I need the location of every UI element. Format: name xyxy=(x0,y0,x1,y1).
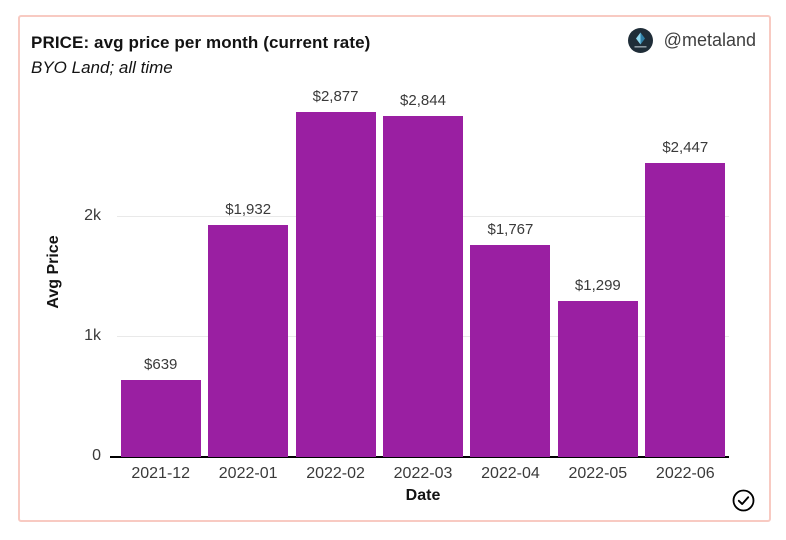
check-circle-icon xyxy=(732,489,755,512)
y-tick-label: 0 xyxy=(92,447,101,464)
bar-value-label: $639 xyxy=(144,356,178,374)
bar xyxy=(120,380,201,457)
bar-value-label: $1,767 xyxy=(487,220,534,238)
bar-value-label: $2,877 xyxy=(312,87,359,105)
x-axis-line xyxy=(110,456,729,458)
x-tick-label: 2022-02 xyxy=(306,465,365,482)
bar xyxy=(383,115,463,457)
x-tick-label: 2022-06 xyxy=(655,465,715,482)
bar xyxy=(295,111,376,457)
bar xyxy=(208,225,289,457)
x-tick-label: 2022-05 xyxy=(568,465,628,482)
bar-value-label: $1,932 xyxy=(225,201,272,219)
y-tick-label: 2k xyxy=(84,206,101,224)
y-axis-title: Avg Price xyxy=(45,235,62,309)
account-badge: @metaland xyxy=(627,28,756,53)
account-handle: @metaland xyxy=(663,30,756,50)
bar xyxy=(557,301,638,457)
x-tick-label: 2022-01 xyxy=(218,465,278,482)
bar-value-label: $1,299 xyxy=(574,277,621,295)
chart-subtitle: BYO Land; all time xyxy=(31,58,173,77)
x-tick-label: 2022-04 xyxy=(481,465,540,482)
y-tick-label: 1k xyxy=(84,327,101,344)
bar-value-label: $2,844 xyxy=(400,91,446,109)
x-tick-label: 2021-12 xyxy=(131,465,191,482)
chart-card: PRICE: avg price per month (current rate… xyxy=(18,15,771,522)
chart-title: PRICE: avg price per month (current rate… xyxy=(31,33,371,52)
x-tick-label: 2022-03 xyxy=(393,465,453,482)
bar xyxy=(645,163,726,457)
metaland-logo-icon xyxy=(627,28,653,53)
plot-area: Date Avg Price 0 1k 2k $639 2021-12 $1,932 202… xyxy=(45,87,729,504)
x-axis-title: Date xyxy=(405,487,441,504)
bar xyxy=(470,244,551,457)
bar-value-label: $2,447 xyxy=(662,139,709,157)
